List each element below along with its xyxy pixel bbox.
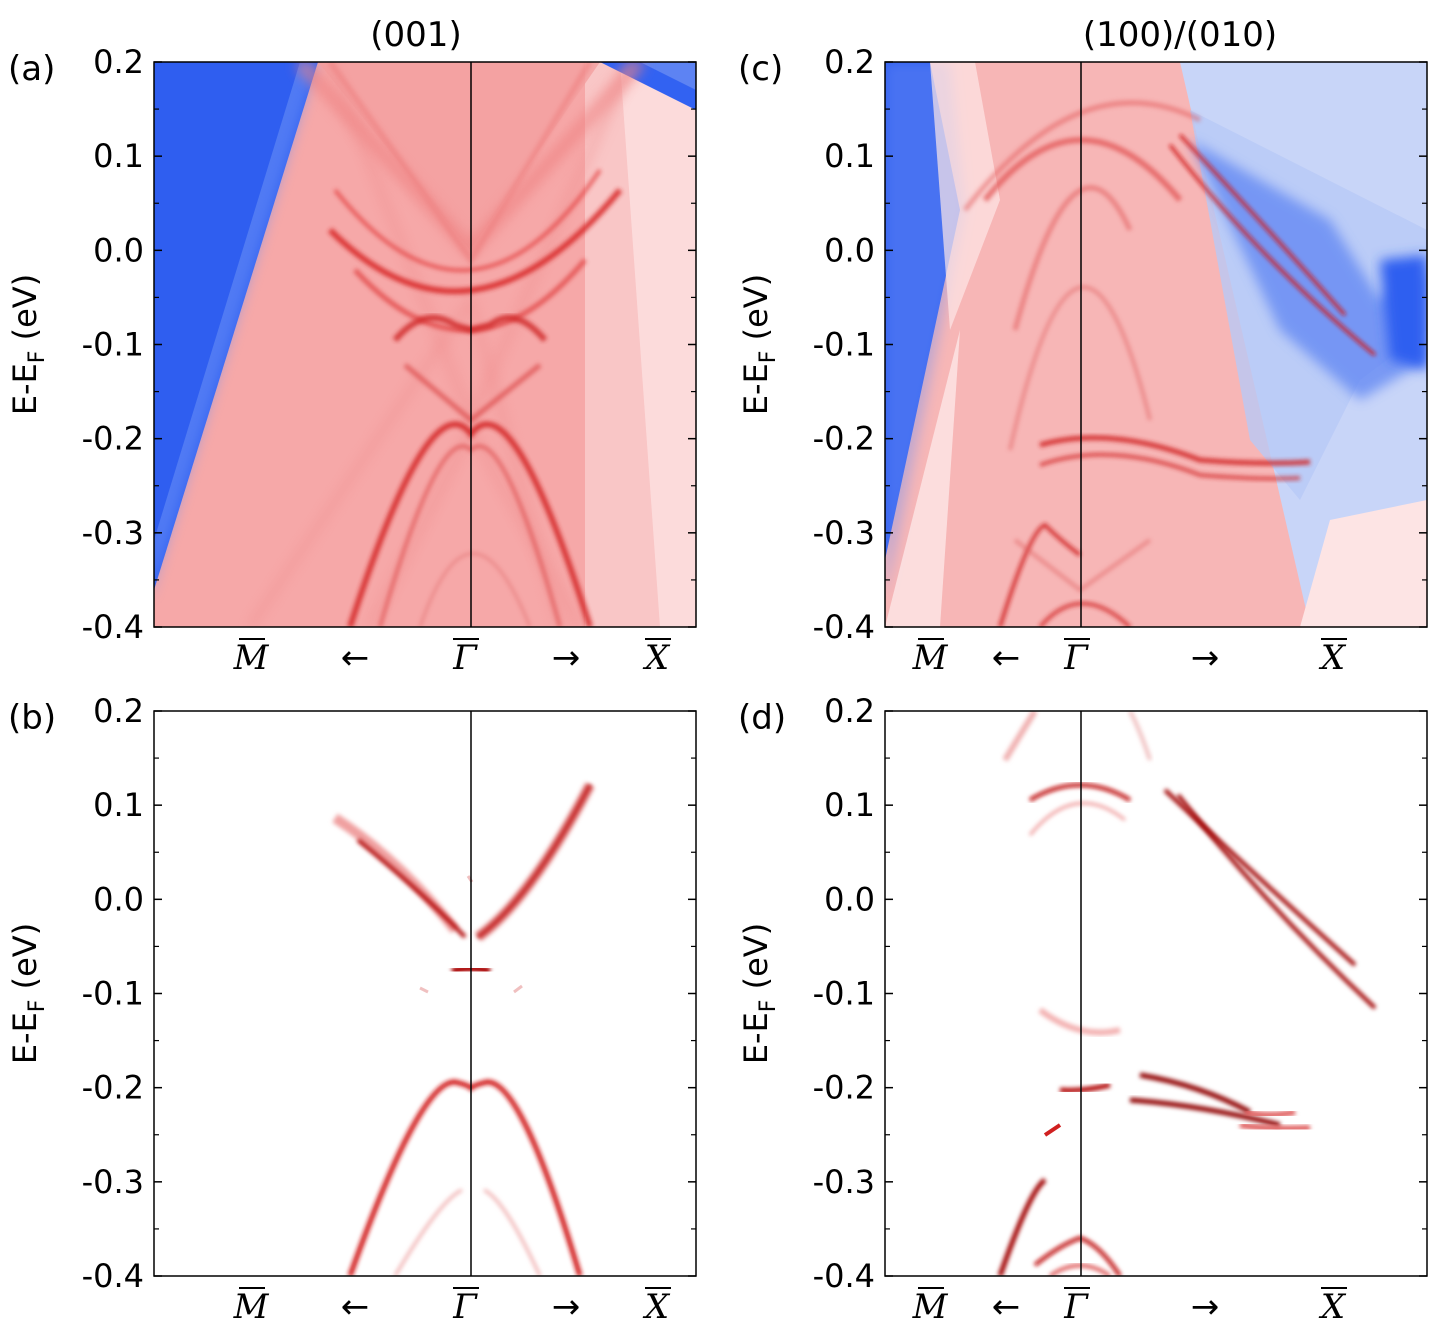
panel-c-ytick-label: 0.2 [824,43,875,81]
panel-b-ytick-label: 0.2 [93,692,144,730]
panel-d-kpoint-X: X [1318,1287,1347,1327]
panel-d-kpoint-R: → [1191,1287,1220,1327]
panel-c-ytick-label: -0.3 [813,514,875,552]
panel-a-kpoint-X: X [642,638,671,678]
panel-label-a: (a) [8,49,55,89]
panel-c-heatmap [885,62,1427,627]
panel-b-ytick-label: 0.0 [93,880,144,918]
panel-a-ytick-label: -0.3 [82,514,144,552]
panel-d-ytick-label: -0.3 [813,1163,875,1201]
panel-b-kpoint-X: X [642,1287,671,1327]
panel-b-kpoint-G: Γ [452,1287,478,1327]
panel-c-ytick-label: 0.1 [824,137,875,175]
panel-c-ytick-label: -0.2 [813,420,875,458]
panel-b-ytick-label: -0.1 [82,975,144,1013]
panel-c-kpoint-X: X [1318,638,1347,678]
panel-c-kpoint-M: M [912,638,949,678]
panel-label-b: (b) [8,698,56,738]
panel-c-ytick-label: -0.4 [813,608,875,646]
panel-b-ytick-label: -0.4 [82,1257,144,1295]
panel-b-ylabel: E-EF (eV) [6,923,50,1064]
panel-d-ytick-label: -0.4 [813,1257,875,1295]
panel-d-kpoint-M: M [912,1287,949,1327]
panel-a-kpoint-M: M [233,638,270,678]
column-title-100-010: (100)/(010) [1083,15,1277,55]
panel-a-kpoint-G: Γ [452,638,478,678]
column-title-001: (001) [370,15,461,55]
panel-b-ytick-label: 0.1 [93,786,144,824]
panel-a-ytick-label: 0.1 [93,137,144,175]
panel-a-ytick-label: 0.0 [93,231,144,269]
panel-a-ytick-label: 0.2 [93,43,144,81]
panel-d-ytick-label: -0.2 [813,1069,875,1107]
panel-b-ytick-label: -0.3 [82,1163,144,1201]
panel-c-kpoint-G: Γ [1063,638,1089,678]
panel-d-ytick-label: 0.1 [824,786,875,824]
panel-d-heatmap [885,711,1427,1276]
panel-label-d: (d) [738,698,786,738]
panel-d-ytick-label: 0.0 [824,880,875,918]
panel-a-kpoint-L: ← [341,638,370,678]
panel-b-heatmap [154,711,696,1276]
panel-b-kpoint-L: ← [341,1287,370,1327]
panel-a-ytick-label: -0.2 [82,420,144,458]
panel-c-kpoint-R: → [1191,638,1220,678]
panel-c-ytick-label: -0.1 [813,326,875,364]
panel-b-kpoint-M: M [233,1287,270,1327]
panel-a-ytick-label: -0.4 [82,608,144,646]
panel-c-ytick-label: 0.0 [824,231,875,269]
panel-a-ytick-label: -0.1 [82,326,144,364]
panel-a-heatmap [154,62,696,627]
panel-d-ytick-label: -0.1 [813,975,875,1013]
panel-d-kpoint-L: ← [992,1287,1021,1327]
panel-b-kpoint-R: → [552,1287,581,1327]
panel-d-ylabel: E-EF (eV) [737,923,781,1064]
panel-d-kpoint-G: Γ [1063,1287,1089,1327]
panel-a-kpoint-R: → [552,638,581,678]
panel-a-ylabel: E-EF (eV) [6,274,50,415]
panel-c-ylabel: E-EF (eV) [737,274,781,415]
panel-c-kpoint-L: ← [992,638,1021,678]
panel-b-ytick-label: -0.2 [82,1069,144,1107]
panel-d-ytick-label: 0.2 [824,692,875,730]
panel-label-c: (c) [738,49,783,89]
